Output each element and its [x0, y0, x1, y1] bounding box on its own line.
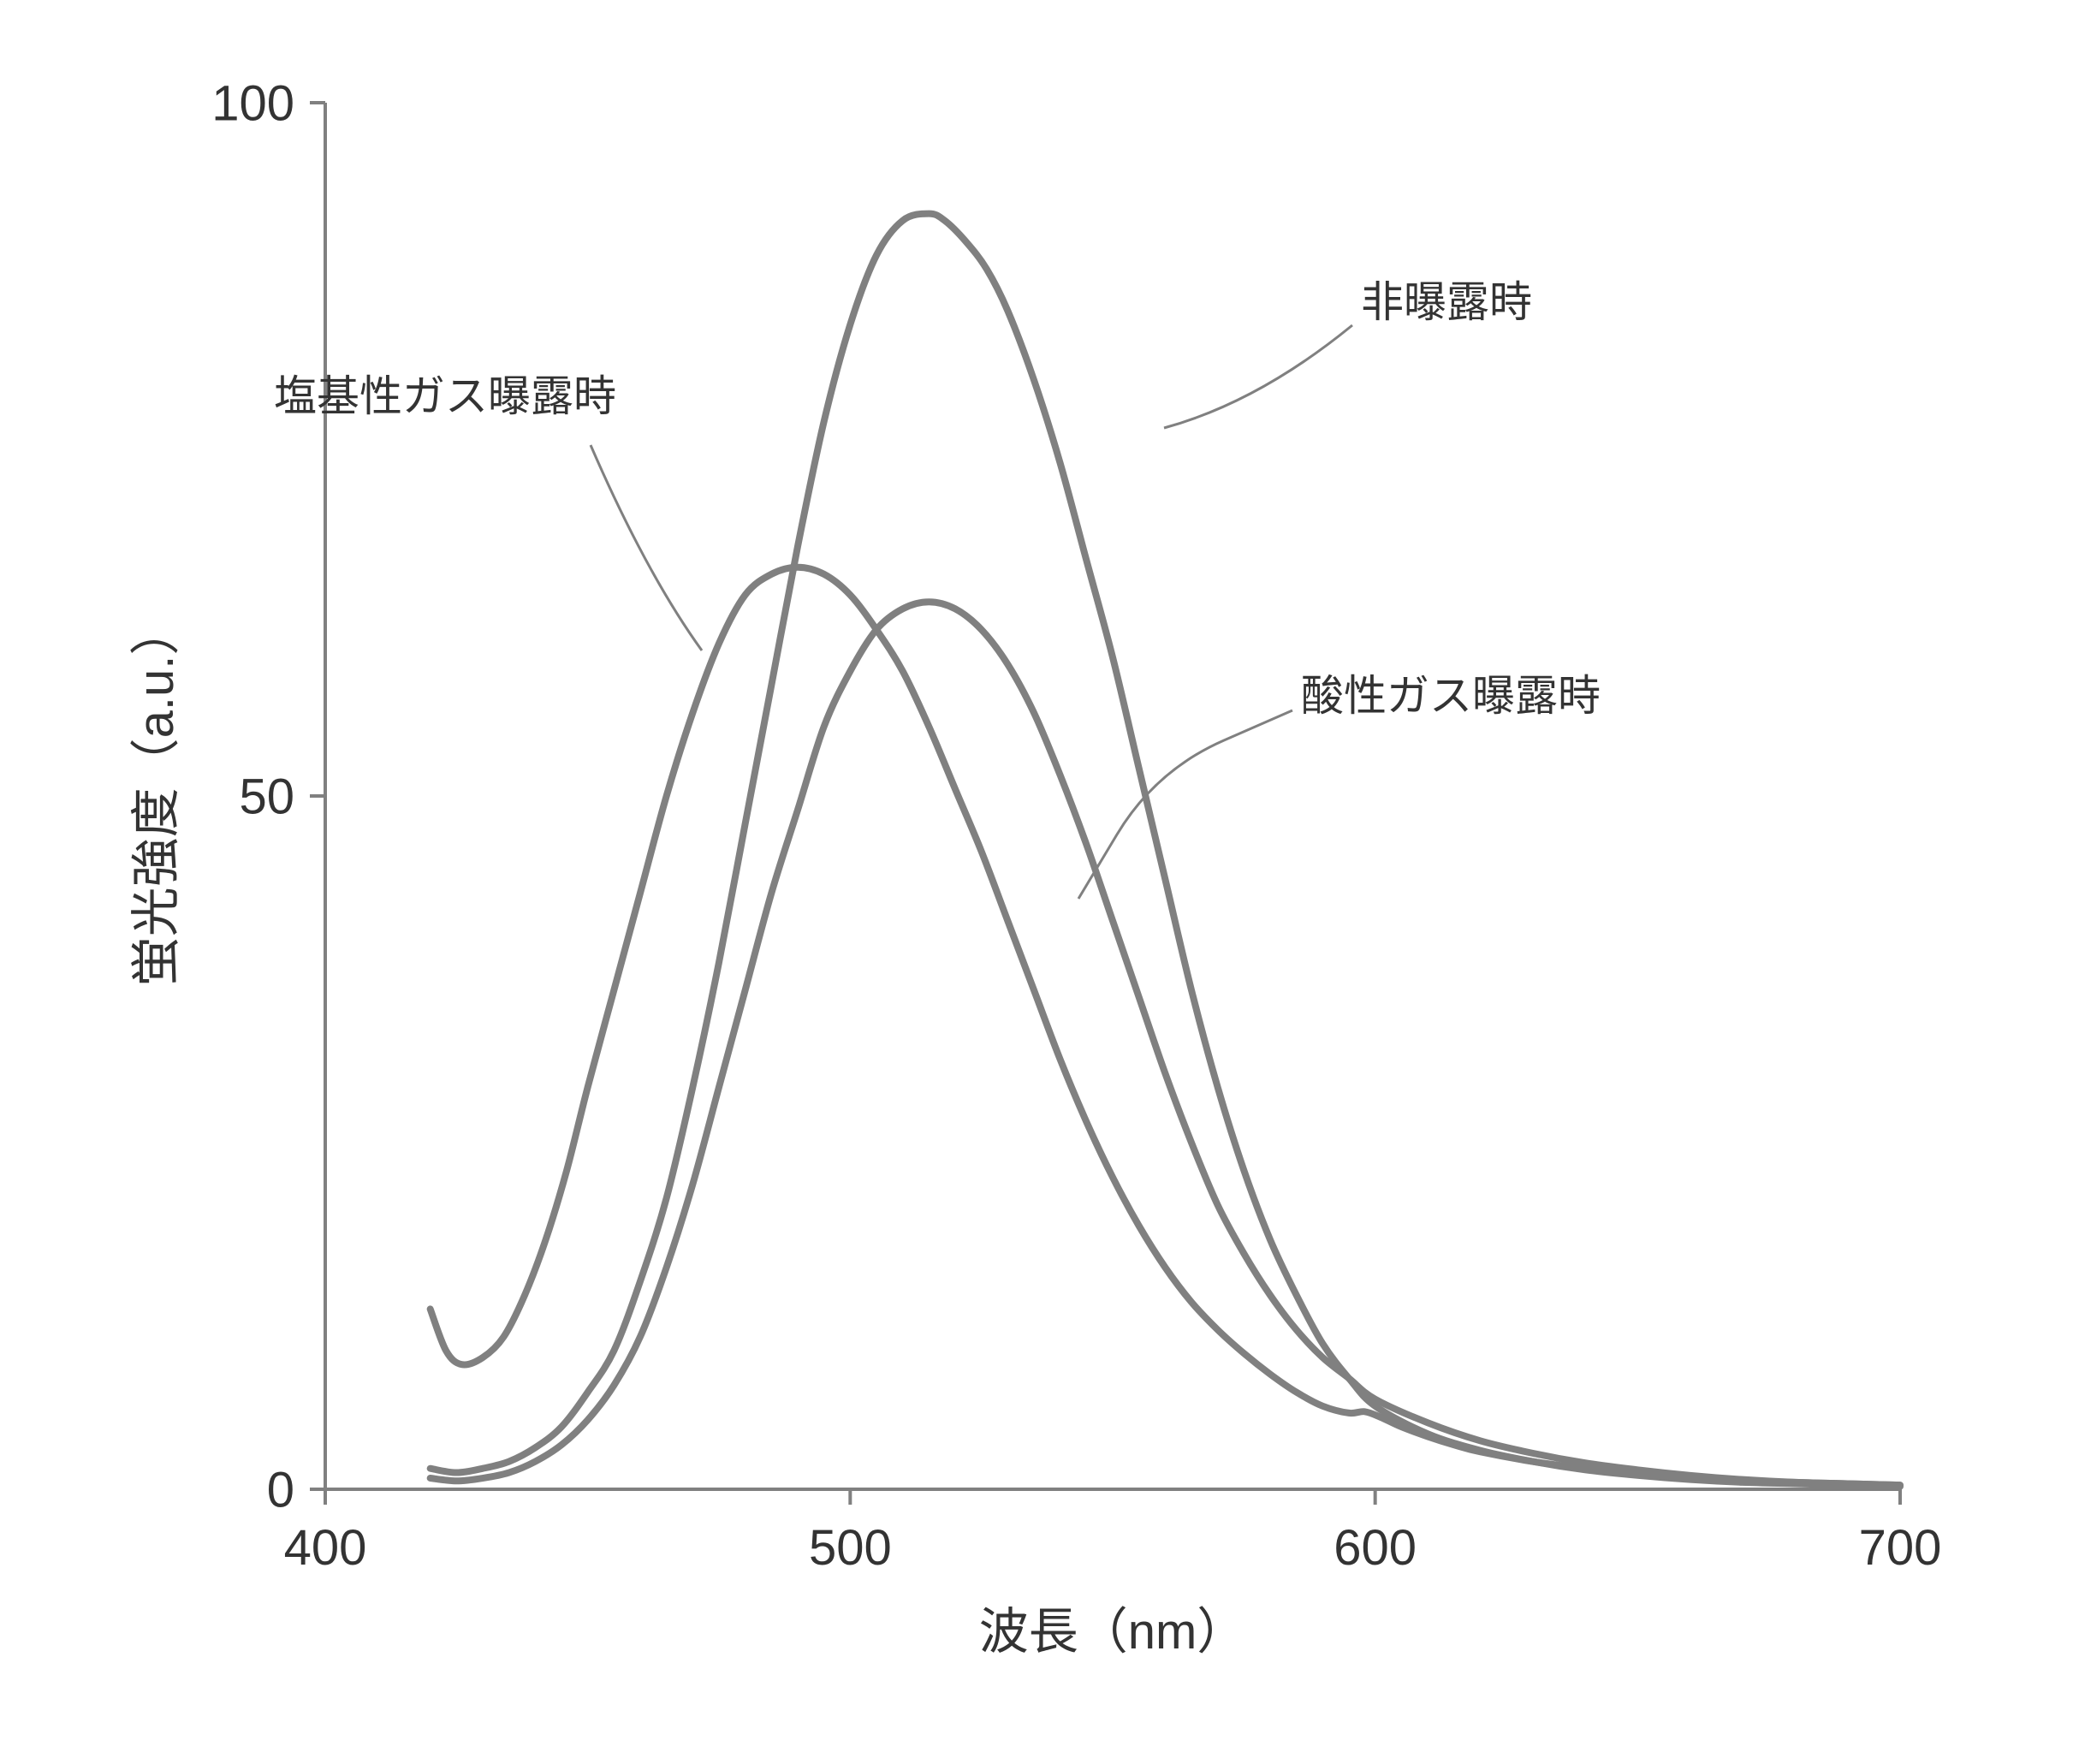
series-acidic-gas [431, 602, 1900, 1485]
unexposed-label: 非曝露時 [1361, 278, 1532, 326]
acidic-gas-label: 酸性ガス曝露時 [1301, 672, 1601, 720]
y-axis-label: 蛍光強度（a.u.） [128, 606, 184, 987]
x-axis-label: 波長（nm） [979, 1604, 1247, 1660]
annotation-leader [591, 445, 702, 650]
x-tick-label: 600 [1334, 1520, 1417, 1576]
y-tick-label: 50 [239, 769, 294, 824]
x-tick-label: 400 [284, 1520, 367, 1576]
x-tick-label: 700 [1859, 1520, 1942, 1576]
chart-svg: 400 500 600 700 0 50 100 波長（nm） 蛍光強度（a.u.） 非曝露時塩基… [0, 0, 2079, 1764]
y-tick-label: 0 [267, 1462, 294, 1518]
annotation-leader [1078, 710, 1292, 899]
y-tick-label: 100 [211, 75, 294, 131]
series-basic-gas [431, 567, 1900, 1485]
spectrum-chart: 400 500 600 700 0 50 100 波長（nm） 蛍光強度（a.u.） 非曝露時塩基… [0, 0, 2079, 1764]
x-tick-label: 500 [809, 1520, 892, 1576]
annotation-leader [1164, 325, 1352, 428]
basic-gas-label: 塩基性ガス曝露時 [274, 372, 616, 420]
